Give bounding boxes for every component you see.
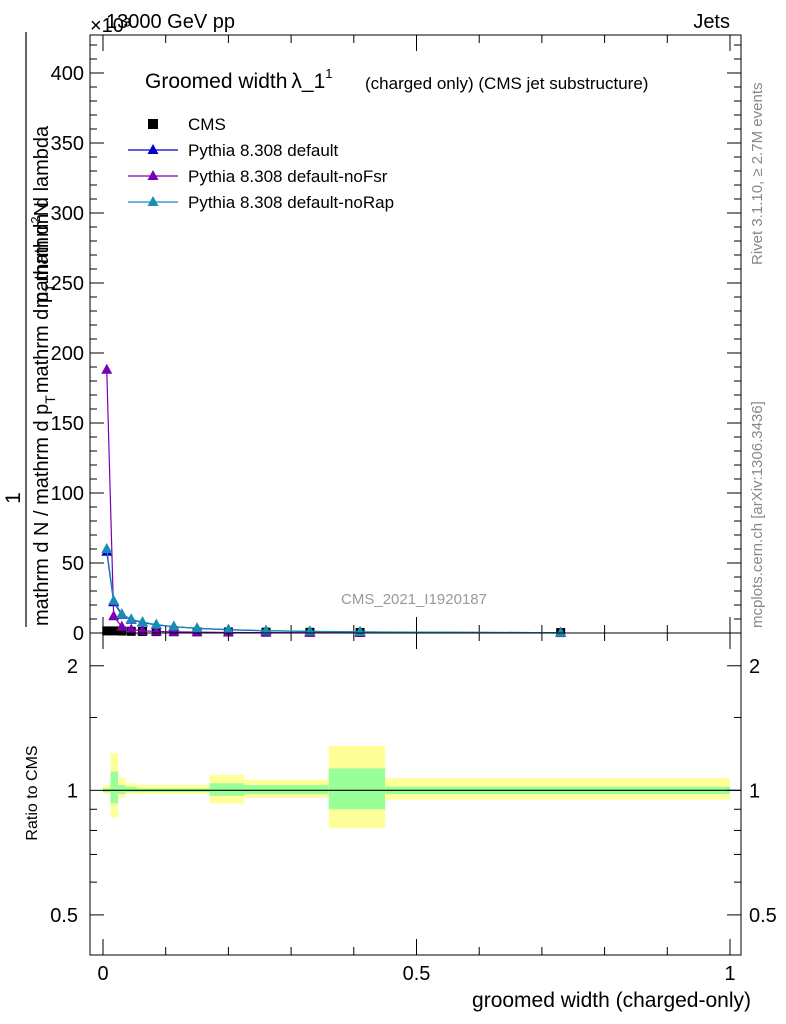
y-label-denominator: mathrm d N / mathrm d pTmathrm d pTmathr… — [31, 125, 58, 626]
title-note: (charged only) (CMS jet substructure) — [365, 74, 648, 93]
exponent-label: ×10³ — [90, 15, 131, 37]
x-tick-label: 0 — [97, 963, 108, 985]
plot-title: Groomed width λ_11 (charged only) (CMS je… — [145, 66, 648, 93]
data-point — [191, 622, 203, 633]
stat-uncertainty-band — [110, 771, 119, 804]
data-point — [108, 610, 120, 621]
rivet-label: Rivet 3.1.10, ≥ 2.7M events — [749, 83, 766, 266]
legend-label: Pythia 8.308 default-noRap — [188, 193, 394, 212]
data-point — [102, 626, 112, 636]
legend-label: CMS — [188, 115, 226, 134]
series-pythia-8-308-default-nofsr — [101, 363, 567, 637]
y-label-upper-end: N — [31, 202, 53, 216]
legend-item: CMS — [148, 115, 226, 134]
stat-uncertainty-band — [244, 785, 329, 794]
legend-item: Pythia 8.308 default-noFsr — [128, 167, 388, 186]
stat-uncertainty-band — [125, 786, 137, 793]
title-text: Groomed width λ_11 — [145, 66, 333, 93]
data-point — [101, 363, 113, 374]
data-point — [116, 620, 128, 631]
ratio-y-tick-label-right: 0.5 — [749, 905, 777, 927]
y-label-upper-start: mathrm d — [31, 224, 53, 308]
energy-label: 13000 GeV pp — [106, 11, 235, 33]
series-line — [106, 548, 561, 634]
y-tick-label: 350 — [51, 133, 84, 155]
ratio-y-tick-label: 2 — [67, 656, 78, 678]
x-tick-label: 0.5 — [403, 963, 431, 985]
data-point — [116, 608, 128, 619]
title-symbol: λ_1 — [291, 70, 325, 93]
main-y-axis-label: 1 mathrm d2N mathrm d N / mathrm d pTmat… — [2, 32, 58, 627]
title-superscript: 1 — [325, 66, 332, 81]
ratio-y-axis-label: Ratio to CMS — [24, 745, 41, 840]
stat-uncertainty-band — [328, 768, 386, 810]
y-label-numerator: 1 — [2, 492, 25, 504]
ratio-plot-frame — [89, 632, 742, 956]
data-point — [108, 594, 120, 605]
series-pythia-8-308-default-norap — [101, 543, 567, 637]
data-point — [117, 626, 127, 636]
data-point — [125, 623, 137, 634]
data-point — [555, 626, 567, 637]
y-tick-label: 250 — [51, 273, 84, 295]
y-label-upper: mathrm d2N — [28, 202, 53, 308]
legend-marker — [147, 144, 159, 154]
y-tick-label: 50 — [62, 553, 84, 575]
data-point — [125, 613, 137, 624]
data-point — [101, 543, 113, 553]
x-axis-label: groomed width (charged-only) — [472, 989, 751, 1012]
ratio-y-tick-label: 0.5 — [50, 905, 78, 927]
legend-marker — [147, 196, 159, 206]
data-point — [150, 618, 162, 629]
process-label: Jets — [693, 11, 730, 33]
data-point — [168, 620, 180, 631]
analysis-watermark: CMS_2021_I1920187 — [341, 591, 487, 608]
legend-marker — [148, 119, 158, 129]
data-point — [137, 624, 149, 635]
ratio-plot: 0.5 0.5 1 1 2 2 0 0.5 1 — [50, 632, 777, 985]
ratio-y-tick-label-right: 1 — [749, 780, 760, 802]
stat-uncertainty-band — [209, 783, 245, 796]
data-point — [222, 623, 234, 634]
legend-item: Pythia 8.308 default-noRap — [128, 193, 394, 212]
y-tick-label: 400 — [51, 63, 84, 85]
ratio-y-tick-label-right: 2 — [749, 656, 760, 678]
series-pythia-8-308-default — [101, 545, 567, 637]
y-tick-label: 300 — [51, 203, 84, 225]
legend-label: Pythia 8.308 default — [188, 141, 339, 160]
y-tick-label: 100 — [51, 483, 84, 505]
data-point — [137, 616, 149, 627]
legend-item: Pythia 8.308 default — [128, 141, 339, 160]
legend: CMS Pythia 8.308 default Pythia 8.308 defa… — [128, 115, 394, 212]
mcplots-label: mcplots.cern.ch [arXiv:1306.3436] — [749, 401, 766, 628]
data-point — [260, 624, 272, 635]
y-tick-label: 150 — [51, 413, 84, 435]
legend-marker — [147, 170, 159, 180]
y-tick-label: 200 — [51, 343, 84, 365]
series-line — [106, 551, 561, 634]
series-line — [106, 369, 561, 634]
title-main: Groomed width — [145, 70, 287, 93]
legend-label: Pythia 8.308 default-noFsr — [188, 167, 388, 186]
data-point — [109, 626, 119, 636]
x-tick-label: 1 — [724, 963, 735, 985]
y-label-upper-sup: 2 — [28, 216, 43, 223]
y-tick-label: 0 — [73, 623, 84, 645]
stat-uncertainty-band — [118, 785, 126, 794]
ratio-y-tick-label: 1 — [67, 780, 78, 802]
